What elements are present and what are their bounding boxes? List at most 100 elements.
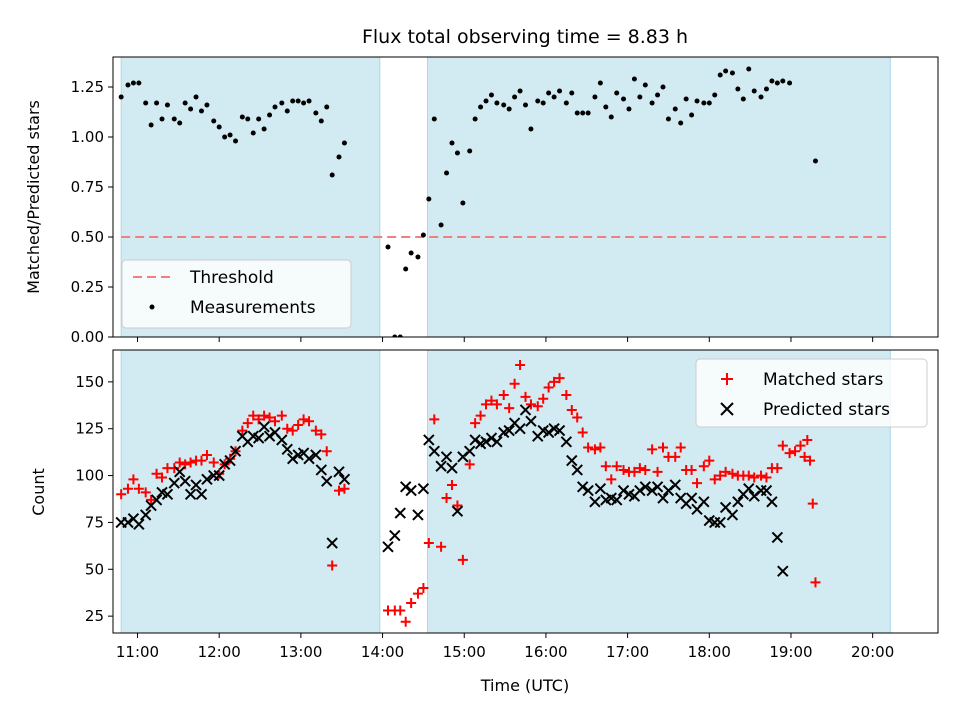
matched-star-point xyxy=(122,483,133,494)
measurement-point xyxy=(569,90,575,96)
measurement-point xyxy=(649,100,655,106)
measurement-point xyxy=(279,100,285,106)
measurement-point xyxy=(154,100,160,106)
predicted-star-point xyxy=(594,482,607,495)
predicted-star-point xyxy=(190,479,202,491)
measurement-point xyxy=(385,244,391,250)
predicted-star-point xyxy=(451,505,464,517)
matched-star-point xyxy=(652,466,663,477)
measurement-point xyxy=(494,100,500,106)
measurement-point xyxy=(574,110,580,116)
predicted-star-point xyxy=(184,488,197,501)
matched-star-point xyxy=(802,434,813,445)
bottom-y-axis-label: Count xyxy=(29,468,48,516)
matched-star-point xyxy=(486,395,497,406)
measurement-point xyxy=(164,102,170,108)
matched-star-point xyxy=(709,474,720,485)
measurement-point xyxy=(769,78,775,84)
matched-star-point xyxy=(242,418,253,429)
y-tick-label: 50 xyxy=(85,560,104,578)
bottom-legend: Matched stars Predicted stars xyxy=(695,358,928,428)
matched-star-point xyxy=(395,605,406,616)
predicted-star-point xyxy=(263,430,276,442)
measurement-point xyxy=(177,120,183,126)
predicted-star-point xyxy=(714,516,726,529)
predicted-star-point xyxy=(338,473,351,486)
matched-star-point xyxy=(675,442,686,453)
measurement-point xyxy=(216,124,222,130)
measurement-point xyxy=(431,116,437,122)
measurement-point xyxy=(267,112,273,118)
predicted-star-point xyxy=(571,464,583,476)
matched-star-point xyxy=(264,412,275,423)
measurement-point xyxy=(130,80,136,86)
measurement-point xyxy=(637,94,643,100)
matched-star-point xyxy=(146,494,157,505)
measurement-point xyxy=(706,100,712,106)
predicted-star-point xyxy=(611,494,623,506)
predicted-star-point xyxy=(646,484,658,497)
measurement-point xyxy=(740,96,746,102)
measurement-point xyxy=(528,126,534,132)
legend-measurements-swatch xyxy=(149,304,155,310)
matched-star-point xyxy=(606,474,617,485)
predicted-star-point xyxy=(777,565,789,577)
matched-star-point xyxy=(475,410,486,421)
predicted-star-point xyxy=(315,464,327,476)
matched-star-point xyxy=(647,444,658,455)
legend-plus-marker xyxy=(721,373,733,385)
predicted-star-point xyxy=(576,481,589,493)
predicted-star-point xyxy=(469,434,481,446)
measurement-point xyxy=(420,232,426,238)
bottom-panel: 11:00 12:00 13:00 14:00 15:00 16:00 17:00 18:00… xyxy=(29,349,939,661)
predicted-star-point xyxy=(480,436,492,448)
predicted-star-point xyxy=(286,452,299,465)
measurement-point xyxy=(188,106,194,112)
matched-star-point xyxy=(790,446,801,457)
figure-title: Flux total observing time = 8.83 h xyxy=(362,26,688,48)
measurement-point xyxy=(660,84,666,90)
predicted-star-point xyxy=(771,531,784,544)
bottom-y-ticks: 25 50 75 100 125 150 xyxy=(75,373,113,625)
measurement-point xyxy=(478,104,484,110)
matched-star-point xyxy=(174,457,185,468)
measurement-point xyxy=(204,102,210,108)
predicted-star-point xyxy=(218,458,231,471)
matched-star-point xyxy=(692,478,703,489)
legend-matched-swatch xyxy=(721,373,733,385)
measurement-point xyxy=(403,266,409,272)
predicted-star-point xyxy=(161,488,174,501)
measurement-point xyxy=(182,100,188,106)
measurement-point xyxy=(143,100,149,106)
measurement-point xyxy=(592,94,598,100)
measurement-point xyxy=(812,158,818,164)
measurement-point xyxy=(557,88,563,94)
matched-star-point xyxy=(208,457,219,468)
measurement-point xyxy=(672,106,678,112)
measurement-point xyxy=(171,116,177,122)
measurement-point xyxy=(136,80,142,86)
y-tick-label: 0.50 xyxy=(71,228,104,246)
predicted-star-point xyxy=(553,424,566,437)
measurement-point xyxy=(512,94,518,100)
measurement-point xyxy=(301,100,307,106)
measurement-point xyxy=(678,120,684,126)
y-tick-label: 150 xyxy=(75,373,104,391)
matched-star-point xyxy=(140,487,151,498)
measurement-point xyxy=(341,140,347,146)
measurement-point xyxy=(336,154,342,160)
measurement-point xyxy=(256,116,262,122)
predicted-star-point xyxy=(698,496,710,508)
predicted-star-point xyxy=(582,484,594,497)
predicted-star-point xyxy=(133,518,145,531)
measurement-point xyxy=(467,148,473,154)
measurement-point xyxy=(597,80,603,86)
measurement-point xyxy=(329,172,335,178)
predicted-star-point xyxy=(669,479,681,491)
measurement-point xyxy=(454,150,460,156)
matched-star-point xyxy=(133,483,144,494)
measurement-point xyxy=(580,110,586,116)
measurement-point xyxy=(621,96,627,102)
matched-star-point xyxy=(276,410,287,421)
x-tick-label: 19:00 xyxy=(769,643,812,661)
